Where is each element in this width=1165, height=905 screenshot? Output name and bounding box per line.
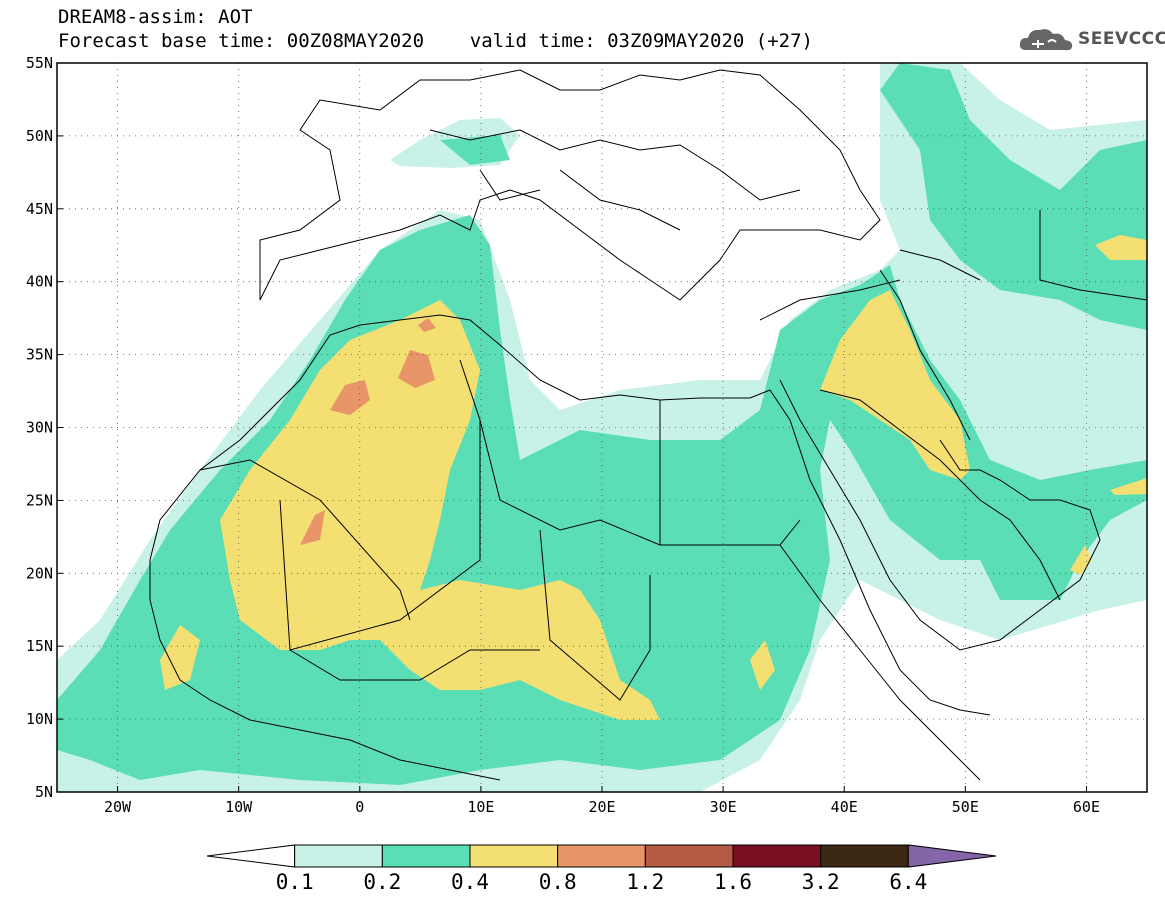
border-east-africa [779, 544, 981, 781]
border-sahel [289, 649, 540, 681]
longitude-axis: 20W 10W 0 10E 20E 30E 40E 50E 60E [104, 786, 1100, 816]
colorbar-segment [644, 844, 734, 868]
border-turkey [759, 279, 901, 321]
aot-level-0.4-sahara [220, 300, 660, 720]
colorbar-segment [820, 844, 909, 868]
colorbar-label: 1.6 [714, 870, 752, 894]
lon-tick-label: 20W [104, 798, 132, 816]
coastline-europe [259, 69, 881, 301]
aot-level-0.2-caspian [880, 63, 1147, 330]
lat-tick-label: 20N [26, 564, 53, 582]
lon-tick-label: 0 [355, 798, 364, 816]
border-algeria [279, 359, 481, 651]
border-caucasus [899, 249, 981, 281]
coastline-north-africa [149, 314, 771, 561]
coastlines-borders [149, 69, 1147, 781]
aot-level-0.4-chad [750, 640, 775, 690]
colorbar-label: 3.2 [802, 870, 840, 894]
colorbar-label: 0.1 [276, 870, 314, 894]
aot-level-0.4-gulf [1110, 478, 1147, 495]
lon-tick-label: 30E [710, 798, 737, 816]
lon-tick-label: 60E [1073, 798, 1100, 816]
colorbar-label: 6.4 [889, 870, 927, 894]
colorbar-segment [294, 844, 383, 868]
lat-tick-label: 45N [26, 200, 53, 218]
lat-tick-label: 35N [26, 346, 53, 364]
colorbar-label: 0.8 [539, 870, 577, 894]
cloud-icon [1019, 29, 1073, 51]
aot-colorbar: 0.1 0.2 0.4 0.8 1.2 1.6 3.2 6.4 [206, 844, 997, 894]
aot-level-0.4-westafrica [160, 625, 200, 690]
colorbar-segment [469, 844, 559, 868]
lat-tick-label: 10N [26, 710, 53, 728]
aot-level-0.8-b [330, 380, 370, 415]
colorbar-segment [732, 844, 822, 868]
lat-tick-label: 50N [26, 127, 53, 145]
border-europe-inner [429, 129, 801, 231]
aot-level-0.8-c [300, 510, 325, 545]
colorbar-label: 1.2 [626, 870, 664, 894]
seevccc-logo: SEEVCCC [1018, 24, 1165, 54]
border-saudi [819, 389, 1061, 601]
aot-level-0.8-d [418, 318, 436, 332]
lon-tick-label: 50E [952, 798, 979, 816]
colorbar-segment [557, 844, 646, 868]
lat-tick-label: 40N [26, 273, 53, 291]
border-kazakhstan [1039, 210, 1147, 301]
coastline-arabia [779, 379, 1101, 651]
border-libya [479, 400, 661, 546]
lat-tick-label: 30N [26, 419, 53, 437]
lat-tick-label: 55N [26, 54, 53, 72]
aot-shading [57, 63, 1147, 792]
border-mali [199, 459, 411, 621]
latitude-axis: 55N 50N 45N 40N 35N 30N 25N 20N 15N 10N 5N [26, 54, 63, 801]
colorbar-segment [381, 844, 471, 868]
border-chad [539, 529, 651, 701]
map-title: DREAM8-assim: AOT [58, 6, 253, 28]
lon-tick-label: 10E [467, 798, 494, 816]
coastline-red-sea [769, 389, 991, 716]
logo-text: SEEVCCC [1078, 29, 1165, 49]
colorbar-label: 0.4 [451, 870, 489, 894]
colorbar-label: 0.2 [363, 870, 401, 894]
lon-tick-label: 10W [225, 798, 253, 816]
coastline-west-africa [149, 560, 501, 781]
forecast-time-subtitle: Forecast base time: 00Z08MAY2020 valid t… [58, 30, 813, 52]
aot-level-0.1-pod [1040, 378, 1080, 440]
lat-tick-label: 25N [26, 491, 53, 509]
aot-level-0.4-caspian [1095, 235, 1147, 260]
colorbar-high-arrow [907, 844, 997, 868]
aot-level-0.2-europe [440, 135, 510, 165]
aot-level-0.4-arabia [1070, 545, 1092, 575]
border-iraq-iran [879, 269, 971, 441]
lon-tick-label: 40E [831, 798, 858, 816]
lon-tick-label: 20E [588, 798, 615, 816]
lat-tick-label: 5N [35, 783, 53, 801]
aot-level-0.8-a [398, 350, 435, 388]
lat-tick-label: 15N [26, 637, 53, 655]
colorbar-low-arrow [206, 844, 296, 868]
aot-level-0.4-iraq [820, 290, 970, 480]
